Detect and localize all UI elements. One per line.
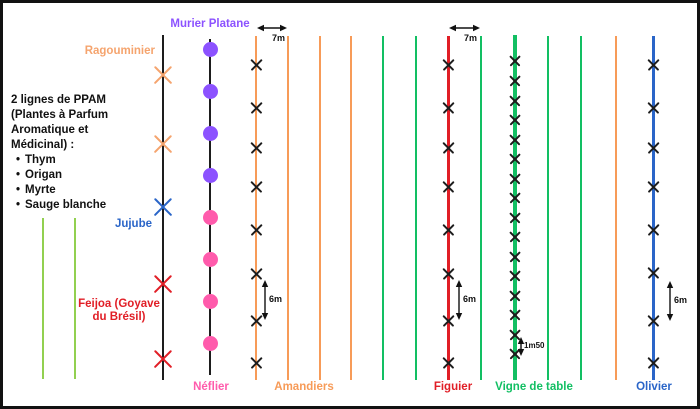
label-amandiers: Amandiers	[274, 381, 334, 393]
plant-x-mark	[509, 55, 521, 67]
label-jujube: Jujube	[114, 218, 152, 230]
amandiers-row-2	[286, 36, 290, 380]
purple-tree-dot	[202, 83, 218, 99]
spacing-6m-olivier-arrow	[666, 281, 674, 321]
green-row-2	[414, 36, 418, 380]
plant-x-mark	[647, 315, 660, 328]
amandiers-row-1	[254, 36, 258, 380]
spacing-6m-amandiers-label: 6m	[269, 294, 283, 304]
spacing-6m-amandiers-arrow	[261, 280, 269, 320]
plant-x-mark	[509, 173, 521, 185]
plant-x-mark	[250, 102, 263, 115]
spacing-1m50-vigne-arrow	[517, 337, 525, 356]
ppam-note-line: (Plantes à Parfum	[11, 109, 109, 121]
label-murier-platane: Murier Platane	[170, 18, 250, 30]
label-neflier: Néflier	[193, 381, 229, 393]
plant-x-mark	[442, 59, 455, 72]
ppam-note-line: Aromatique et	[11, 124, 89, 136]
ppam-note-line: 2 lignes de PPAM	[11, 94, 107, 106]
spacing-7m-left-label: 7m	[272, 33, 286, 43]
plant-x-mark	[152, 196, 174, 218]
spacing-7m-left-arrow	[257, 24, 287, 32]
spacing-6m-figuier-label: 6m	[463, 294, 477, 304]
ppam-row-2	[73, 218, 77, 379]
plant-x-mark	[509, 134, 521, 146]
plant-x-mark	[250, 181, 263, 194]
ppam-bullet-item: Myrte	[11, 183, 159, 198]
green-row-3	[479, 36, 483, 380]
label-feijoa: Feijoa (Goyave du Brésil)	[78, 298, 160, 323]
plant-x-mark	[152, 348, 174, 370]
spacing-1m50-vigne-label: 1m50	[524, 341, 545, 350]
plant-x-mark	[509, 290, 521, 302]
plant-x-mark	[509, 309, 521, 321]
plant-x-mark	[509, 75, 521, 87]
label-ragouminier: Ragouminier	[84, 45, 155, 57]
pink-tree-dot	[202, 293, 218, 309]
plant-x-mark	[152, 64, 174, 86]
plant-x-mark	[509, 212, 521, 224]
ppam-row-1	[41, 218, 45, 379]
murier-neflier-row	[209, 39, 211, 375]
pink-tree-dot	[202, 209, 218, 225]
vigne-row	[513, 35, 517, 380]
plant-x-mark	[250, 142, 263, 155]
plant-x-mark	[442, 224, 455, 237]
ppam-bullet-item: Origan	[11, 168, 159, 183]
plant-x-mark	[509, 153, 521, 165]
plant-x-mark	[442, 102, 455, 115]
plant-x-mark	[152, 273, 174, 295]
plant-x-mark	[442, 142, 455, 155]
plant-x-mark	[250, 59, 263, 72]
ppam-legend: 2 lignes de PPAM (Plantes à Parfum Aromati…	[11, 93, 159, 213]
plant-x-mark	[250, 357, 263, 370]
plant-x-mark	[647, 59, 660, 72]
ppam-note-line: Médicinal) :	[11, 139, 75, 151]
label-olivier: Olivier	[636, 381, 672, 393]
plant-x-mark	[509, 251, 521, 263]
label-vigne-de-table: Vigne de table	[495, 381, 573, 393]
plant-x-mark	[509, 114, 521, 126]
green-row-1	[381, 36, 385, 380]
plant-x-mark	[509, 231, 521, 243]
plant-x-mark	[647, 267, 660, 280]
spacing-6m-olivier-label: 6m	[674, 295, 688, 305]
orange-row-5	[614, 36, 618, 380]
plant-x-mark	[250, 268, 263, 281]
spacing-7m-right-arrow	[449, 24, 480, 32]
spacing-7m-right-label: 7m	[464, 33, 478, 43]
purple-tree-dot	[202, 125, 218, 141]
plant-x-mark	[442, 268, 455, 281]
green-row-4	[546, 36, 550, 380]
pink-tree-dot	[202, 335, 218, 351]
plant-x-mark	[647, 357, 660, 370]
plant-x-mark	[509, 192, 521, 204]
spacing-6m-figuier-arrow	[455, 280, 463, 320]
green-row-5	[579, 36, 583, 380]
plant-x-mark	[442, 357, 455, 370]
plant-x-mark	[509, 95, 521, 107]
amandiers-row-4	[349, 36, 353, 380]
purple-tree-dot	[202, 167, 218, 183]
label-figuier: Figuier	[433, 381, 473, 393]
plant-x-mark	[442, 315, 455, 328]
amandiers-row-3	[318, 36, 322, 380]
pink-tree-dot	[202, 251, 218, 267]
plant-x-mark	[250, 224, 263, 237]
ppam-bullet-item: Sauge blanche	[11, 198, 159, 213]
plant-x-mark	[647, 142, 660, 155]
plant-x-mark	[152, 133, 174, 155]
figuier-row	[446, 36, 450, 380]
purple-tree-dot	[202, 41, 218, 57]
olivier-row	[651, 36, 655, 380]
plant-x-mark	[509, 270, 521, 282]
plant-x-mark	[647, 102, 660, 115]
plant-x-mark	[647, 181, 660, 194]
ppam-bullet-item: Thym	[11, 153, 159, 168]
plant-x-mark	[442, 181, 455, 194]
plant-x-mark	[647, 224, 660, 237]
